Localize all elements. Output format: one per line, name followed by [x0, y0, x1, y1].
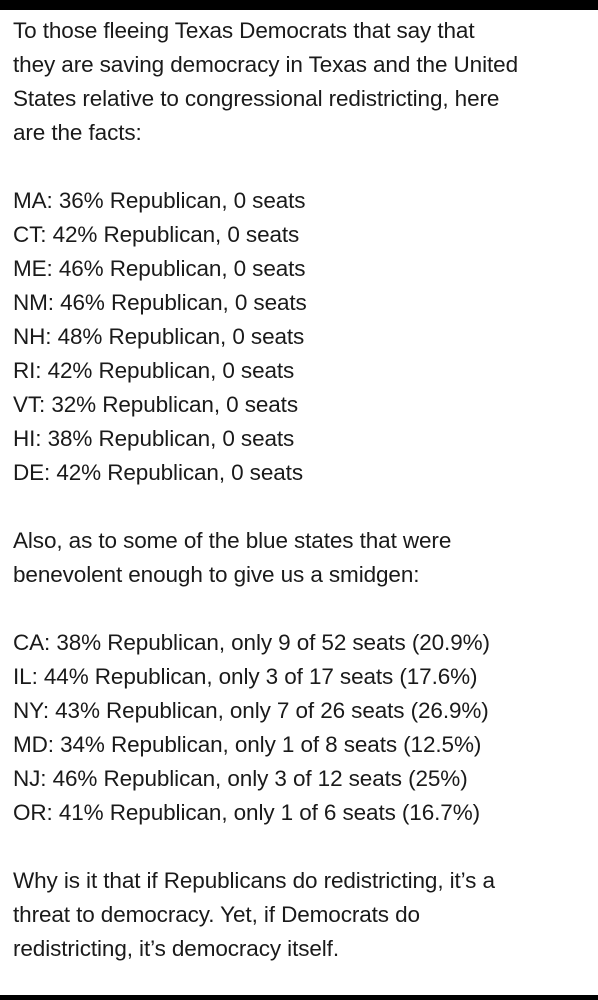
text-line: Also, as to some of the blue states that… [13, 528, 452, 553]
state-line: NM: 46% Republican, 0 seats [13, 290, 307, 315]
state-line: VT: 32% Republican, 0 seats [13, 392, 298, 417]
text-line: are the facts: [13, 120, 142, 145]
text-line: States relative to congressional redistr… [13, 86, 500, 111]
intro-paragraph: To those fleeing Texas Democrats that sa… [13, 14, 588, 150]
state-line: RI: 42% Republican, 0 seats [13, 358, 295, 383]
state-line: HI: 38% Republican, 0 seats [13, 426, 295, 451]
state-line: MA: 36% Republican, 0 seats [13, 188, 306, 213]
text-line: they are saving democracy in Texas and t… [13, 52, 518, 77]
text-line: To those fleeing Texas Democrats that sa… [13, 18, 475, 43]
some-seat-states-list: CA: 38% Republican, only 9 of 52 seats (… [13, 626, 588, 830]
state-line: NH: 48% Republican, 0 seats [13, 324, 305, 349]
state-line: DE: 42% Republican, 0 seats [13, 460, 303, 485]
state-line: NY: 43% Republican, only 7 of 26 seats (… [13, 698, 489, 723]
post-text-body: To those fleeing Texas Democrats that sa… [13, 14, 588, 966]
text-line: redistricting, it’s democracy itself. [13, 936, 339, 961]
paragraph-gap [13, 830, 588, 864]
top-edge-bar [0, 0, 598, 10]
state-line: CT: 42% Republican, 0 seats [13, 222, 300, 247]
state-line: CA: 38% Republican, only 9 of 52 seats (… [13, 630, 490, 655]
state-line: OR: 41% Republican, only 1 of 6 seats (1… [13, 800, 481, 825]
state-line: IL: 44% Republican, only 3 of 17 seats (… [13, 664, 478, 689]
bottom-edge-bar [0, 995, 598, 1000]
also-paragraph: Also, as to some of the blue states that… [13, 524, 588, 592]
text-line: benevolent enough to give us a smidgen: [13, 562, 420, 587]
text-line: threat to democracy. Yet, if Democrats d… [13, 902, 420, 927]
paragraph-gap [13, 490, 588, 524]
closing-paragraph: Why is it that if Republicans do redistr… [13, 864, 588, 966]
state-line: NJ: 46% Republican, only 3 of 12 seats (… [13, 766, 468, 791]
state-line: ME: 46% Republican, 0 seats [13, 256, 306, 281]
zero-seat-states-list: MA: 36% Republican, 0 seats CT: 42% Repu… [13, 184, 588, 490]
paragraph-gap [13, 150, 588, 184]
text-line: Why is it that if Republicans do redistr… [13, 868, 495, 893]
paragraph-gap [13, 592, 588, 626]
state-line: MD: 34% Republican, only 1 of 8 seats (1… [13, 732, 482, 757]
